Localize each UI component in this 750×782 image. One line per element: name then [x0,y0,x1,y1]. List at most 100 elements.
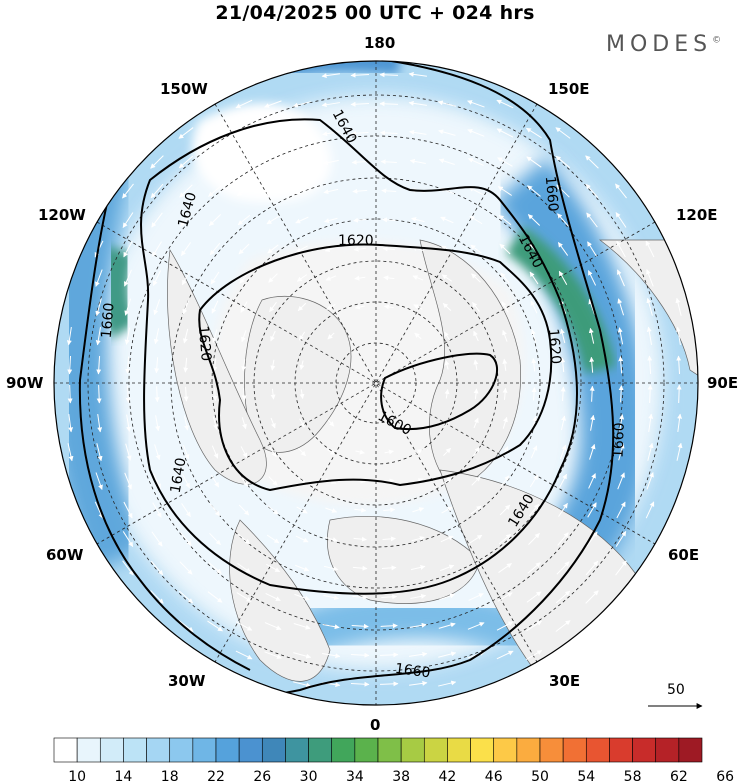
wind-arrow [181,270,191,286]
wind-arrow [266,563,281,573]
wind-arrow [210,474,220,488]
colorbar-swatch [331,737,356,763]
wind-arrow [497,186,512,196]
wind-arrow [241,417,247,430]
wind-arrow [526,591,542,603]
colorbar-swatch [146,737,171,763]
wind-arrow [473,359,479,371]
wind-arrow [559,473,567,488]
wind-arrow [438,158,455,165]
colorbar-tick-label: 54 [577,769,595,782]
calm-region-north [192,103,332,203]
wind-arrow [238,504,250,516]
wind-arrow [615,530,627,547]
wind-arrow [153,299,161,316]
wind-arrow [183,357,189,373]
wind-arrow [123,501,133,519]
colorbar-swatch [238,737,263,763]
wind-arrow [586,531,598,547]
wind-arrow [67,355,73,375]
lon-label-30w: 30W [168,672,206,690]
wind-arrow [384,449,394,455]
lon-label-90w: 90W [6,374,44,392]
wind-arrow [95,298,102,317]
contour-label: 1660 [99,302,118,339]
wind-arrow [264,622,282,630]
wind-arrow [209,503,221,517]
colorbar-swatch [609,737,633,763]
wind-arrow [468,186,484,196]
wind-arrow [208,185,222,197]
wind-arrow [585,155,599,169]
lon-label-30e: 30E [549,672,581,690]
wind-arrow [646,269,654,287]
jet-core-west [98,245,139,339]
wind-arrow [557,213,569,227]
colorbar-tick-label: 18 [161,769,179,782]
wind-arrow [236,592,252,602]
wind-arrow [615,212,627,228]
colorbar: 10141822263034384246505458626670 [53,737,734,782]
wind-arrow [327,332,335,340]
jet-band-north [245,61,402,85]
wind-arrow [151,531,163,547]
wind-arrow [324,536,338,542]
wind-arrow [381,565,397,571]
wind-arrow [267,505,279,515]
wind-arrow [298,447,306,457]
wind-arrow [467,158,484,166]
colorbar-tick-label: 14 [115,769,133,782]
wind-arrow [525,650,543,660]
wind-arrow [95,327,101,346]
wind-arrow [675,297,682,316]
wind-arrow [212,387,218,402]
wind-arrow [153,328,160,345]
wind-arrow [123,240,133,258]
wind-arrow [618,385,624,403]
wind-arrow [267,244,279,254]
wind-arrow [322,130,340,137]
wind-arrow [182,444,190,460]
wind-arrow [589,385,595,402]
wind-arrow [322,623,340,630]
colorbar-swatch [261,737,286,763]
wind-arrow [467,622,485,630]
wind-arrow [383,507,396,513]
wind-arrow [411,536,425,542]
wind-arrow [646,326,653,345]
wind-arrow [467,100,485,108]
wind-arrow [468,593,484,601]
wind-arrow [207,591,223,603]
wind-arrow [473,388,479,400]
wind-arrow [439,564,455,572]
colorbar-tick-label: 34 [346,769,364,782]
wind-arrow [502,387,508,400]
wind-arrow [440,216,454,224]
colorbar-swatch [493,737,518,763]
wind-arrow [410,593,427,599]
wind-arrow [324,246,337,252]
wind-arrow [299,360,305,371]
wind-arrow [210,271,220,285]
wind-arrow [154,444,161,461]
wind-arrow [527,562,541,574]
wind-arrow [496,128,514,138]
wind-arrow [268,273,278,283]
wind-arrow [381,594,398,600]
wind-arrow [350,681,370,687]
wind-arrow [150,590,164,604]
wind-arrow [587,241,597,257]
wind-arrow [441,274,453,282]
wind-arrow [321,102,340,108]
wind-arrow [497,157,513,167]
jet-core-east [505,226,616,374]
wind-arrow [125,443,132,461]
wind-arrow [379,681,399,687]
wind-arrow [410,564,426,571]
contour-1620 [198,243,553,492]
wind-arrow [321,73,340,79]
wind-arrow [179,561,193,575]
wind-arrow [526,620,542,632]
wind-arrow [184,415,190,431]
colorbar-swatch [215,737,240,763]
